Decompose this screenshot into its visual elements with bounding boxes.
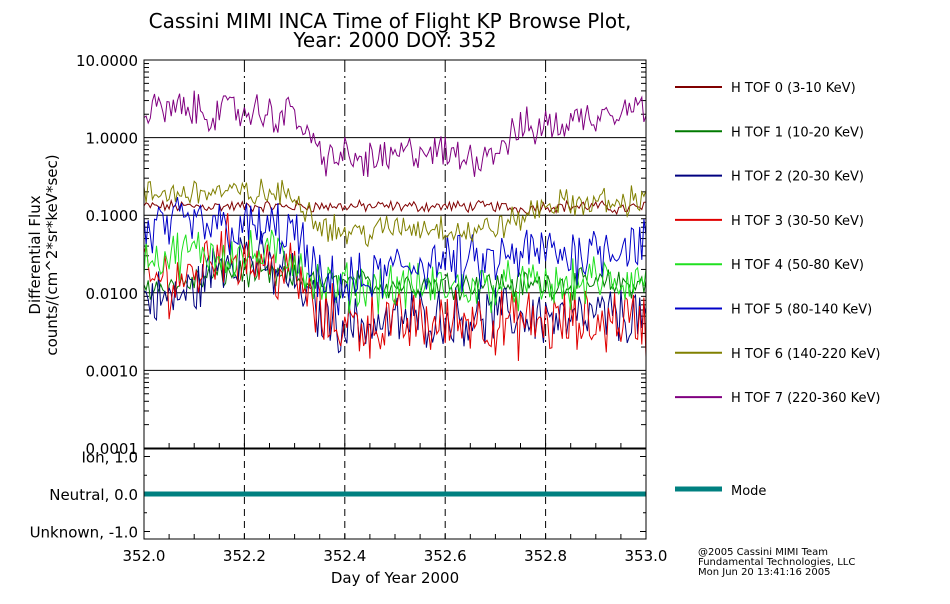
- legend-label: H TOF 0 (3-10 KeV): [731, 81, 856, 96]
- legend-label: H TOF 5 (80-140 KeV): [731, 303, 872, 318]
- y-tick-label: 10.0000: [76, 52, 138, 70]
- chart-title-line-2: Year: 2000 DOY: 352: [292, 28, 496, 52]
- legend-item: H TOF 1 (10-20 KeV): [675, 125, 864, 140]
- y-tick-label: 0.0001: [86, 440, 139, 458]
- x-axis-label: Day of Year 2000: [331, 569, 459, 587]
- mode-legend: Mode: [675, 484, 766, 499]
- x-tick-labels: 352.0 352.2 352.4 352.6 352.8 353.0: [123, 547, 668, 565]
- mode-tick-label: Ion, 1.0: [82, 449, 139, 467]
- legend-item: H TOF 2 (20-30 KeV): [675, 170, 864, 185]
- main-panel-frame: [143, 59, 647, 449]
- series-line: [143, 196, 647, 316]
- legend-label: H TOF 1 (10-20 KeV): [731, 125, 864, 140]
- mode-tick-label: Neutral, 0.0: [49, 486, 138, 504]
- series-line: [143, 258, 647, 302]
- legend-item: H TOF 4 (50-80 KeV): [675, 258, 864, 273]
- y-axis-label-line-2: counts/(cm^2*sr*keV*sec): [43, 154, 61, 355]
- footer-line-2: Fundamental Technologies, LLC: [698, 557, 855, 568]
- series-line: [143, 229, 647, 315]
- x-tick-label: 353.0: [625, 547, 668, 565]
- series-line: [143, 90, 647, 178]
- legend-label: H TOF 4 (50-80 KeV): [731, 258, 864, 273]
- legend-label: H TOF 6 (140-220 KeV): [731, 347, 880, 362]
- series-layer: [143, 90, 647, 362]
- legend-label: H TOF 7 (220-360 KeV): [731, 391, 880, 406]
- y-tick-label: 0.0010: [86, 362, 139, 380]
- y-axis-label-line-1: Differential Flux: [26, 195, 44, 314]
- y-tick-label: 0.0100: [86, 285, 139, 303]
- footer-line-3: Mon Jun 20 13:41:16 2005: [698, 567, 831, 578]
- legend-item: H TOF 6 (140-220 KeV): [675, 347, 880, 362]
- x-tick-label: 352.0: [123, 547, 166, 565]
- legend-label: H TOF 2 (20-30 KeV): [731, 170, 864, 185]
- y-tick-labels: 10.0000 1.0000 0.1000 0.0100 0.0010 0.0001: [76, 52, 138, 458]
- y-tick-label: 1.0000: [86, 130, 139, 148]
- series-line: [143, 230, 647, 354]
- series-line: [143, 198, 647, 216]
- legend-item: H TOF 0 (3-10 KeV): [675, 81, 856, 96]
- x-tick-label: 352.8: [524, 547, 567, 565]
- legend: H TOF 0 (3-10 KeV) H TOF 1 (10-20 KeV) H T…: [675, 81, 880, 406]
- mode-legend-label: Mode: [731, 484, 766, 499]
- y-axis-label: Differential Flux counts/(cm^2*sr*keV*se…: [26, 154, 61, 355]
- footer-line-1: @2005 Cassini MIMI Team: [698, 547, 828, 558]
- legend-item: H TOF 7 (220-360 KeV): [675, 391, 880, 406]
- mode-tick-labels: Ion, 1.0 Neutral, 0.0 Unknown, -1.0: [30, 449, 138, 542]
- x-tick-label: 352.6: [424, 547, 467, 565]
- series-line: [143, 178, 647, 248]
- x-tick-label: 352.2: [223, 547, 266, 565]
- x-tick-label: 352.4: [323, 547, 366, 565]
- mode-panel-frame: [143, 448, 647, 540]
- chart-title-line-1: Cassini MIMI INCA Time of Flight KP Brow…: [149, 9, 632, 33]
- y-tick-label: 0.1000: [86, 207, 139, 225]
- mode-tick-label: Unknown, -1.0: [30, 524, 138, 542]
- legend-item: H TOF 5 (80-140 KeV): [675, 303, 872, 318]
- legend-label: H TOF 3 (30-50 KeV): [731, 214, 864, 229]
- legend-item: H TOF 3 (30-50 KeV): [675, 214, 864, 229]
